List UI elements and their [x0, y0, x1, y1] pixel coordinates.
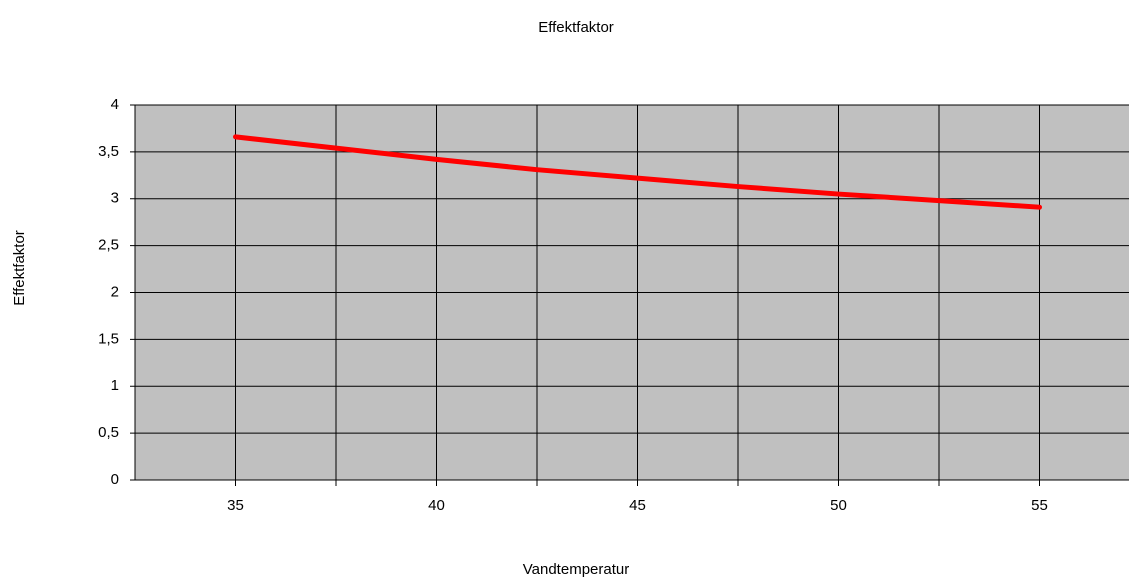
x-tick-label: 35: [227, 497, 244, 514]
y-tick-label: 2: [111, 283, 119, 300]
x-tick-label: 40: [428, 497, 445, 514]
y-tick-label: 4: [111, 96, 119, 113]
x-axis-label: Vandtemperatur: [523, 561, 629, 578]
y-tick-label: 2,5: [98, 237, 119, 254]
y-tick-label: 0,5: [98, 424, 119, 441]
y-tick-label: 3,5: [98, 143, 119, 160]
x-tick-label: 55: [1031, 497, 1048, 514]
line-series: [233, 134, 1042, 210]
y-tick-label: 1,5: [98, 330, 119, 347]
y-axis-label: Effektfaktor: [11, 230, 28, 306]
y-tick-label: 0: [111, 471, 119, 488]
y-tick-label: 1: [111, 377, 119, 394]
y-tick-label: 3: [111, 190, 119, 207]
x-tick-label: 45: [629, 497, 646, 514]
chart-title: Effektfaktor: [538, 19, 614, 36]
x-tick-label: 50: [830, 497, 847, 514]
